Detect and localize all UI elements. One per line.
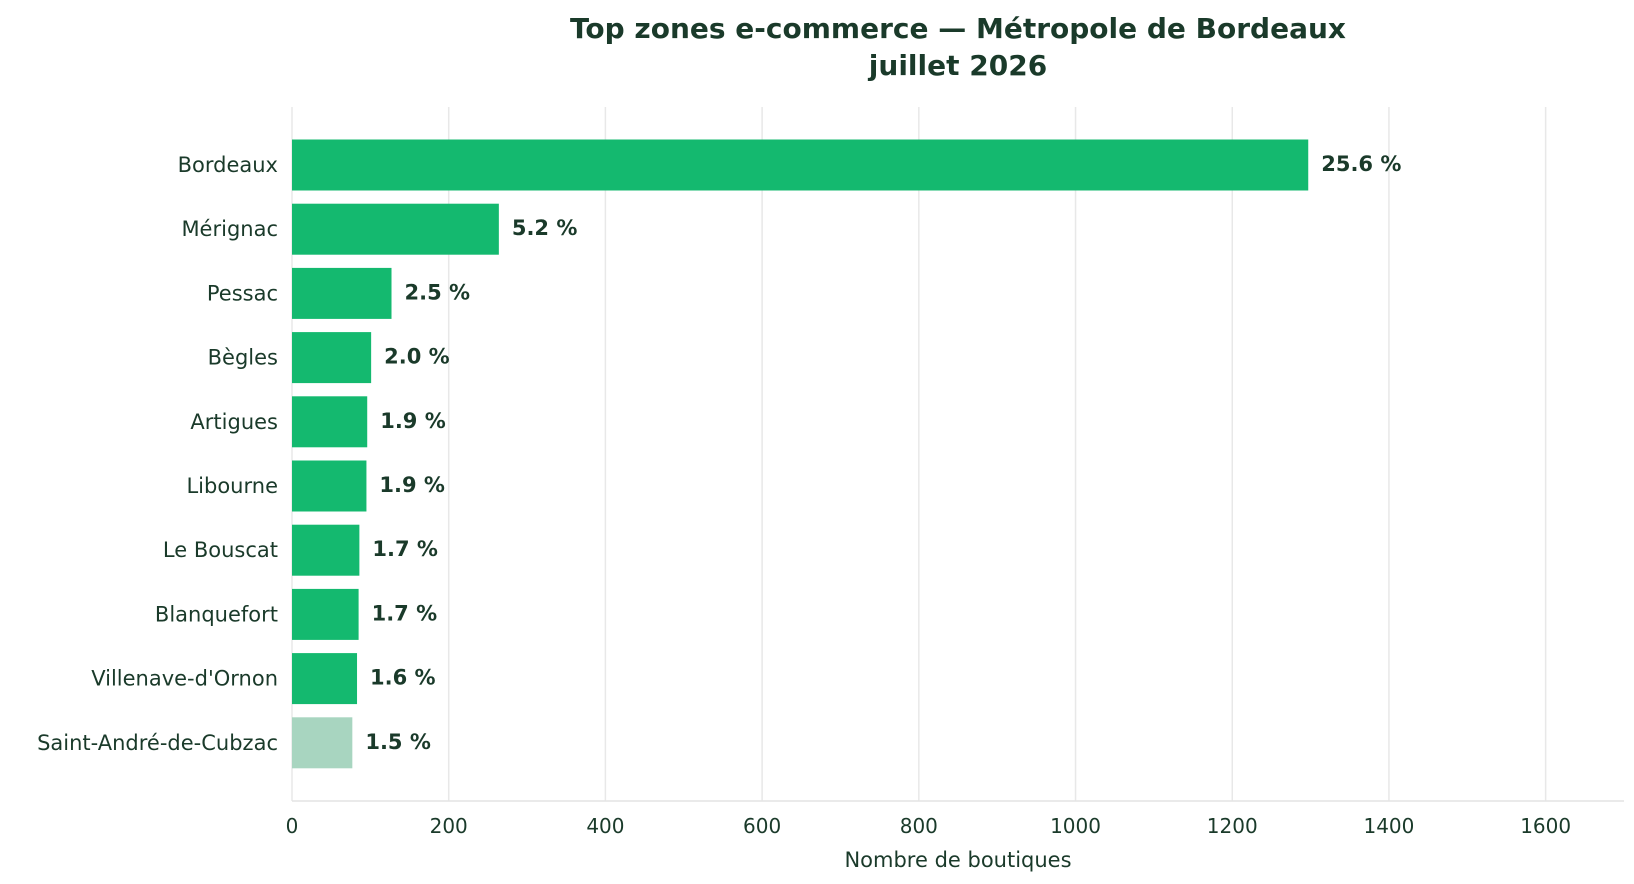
category-label-7: Blanquefort	[155, 602, 278, 626]
bars	[292, 139, 1309, 769]
bar-6	[292, 524, 360, 576]
category-label-3: Bègles	[208, 346, 278, 370]
chart-subtitle: juillet 2026	[868, 49, 1047, 82]
value-label-4: 1.9 %	[380, 409, 446, 433]
bar-4	[292, 396, 368, 448]
bar-9	[292, 717, 353, 769]
value-label-8: 1.6 %	[370, 666, 436, 690]
bar-2	[292, 267, 392, 319]
x-axis-label: Nombre de boutiques	[844, 848, 1071, 872]
x-tick-label-1600: 1600	[1520, 814, 1571, 838]
x-tick-label-0: 0	[286, 814, 299, 838]
value-label-7: 1.7 %	[372, 601, 438, 625]
x-tick-label-1200: 1200	[1207, 814, 1258, 838]
value-label-1: 5.2 %	[512, 216, 578, 240]
value-label-0: 25.6 %	[1321, 152, 1401, 176]
value-labels: 25.6 % 5.2 % 2.5 % 2.0 % 1.9 % 1.9 % 1.7 % 1.7 …	[365, 152, 1401, 754]
category-labels: Bordeaux Mérignac Pessac Bègles Artigues Libo…	[37, 153, 278, 755]
category-label-0: Bordeaux	[178, 153, 278, 177]
category-label-6: Le Bouscat	[163, 538, 278, 562]
x-tick-labels: 0 200 400 600 800 1000 1200 1400 1600	[286, 814, 1571, 838]
bar-5	[292, 460, 367, 512]
category-label-4: Artigues	[190, 410, 278, 434]
value-label-9: 1.5 %	[365, 730, 431, 754]
x-tick-label-400: 400	[586, 814, 624, 838]
category-label-8: Villenave-d'Ornon	[91, 667, 278, 691]
x-tick-label-1000: 1000	[1050, 814, 1101, 838]
x-tick-label-1400: 1400	[1363, 814, 1414, 838]
bar-8	[292, 653, 358, 705]
x-tick-label-200: 200	[430, 814, 468, 838]
category-label-2: Pessac	[207, 281, 278, 305]
value-label-5: 1.9 %	[379, 473, 445, 497]
value-label-3: 2.0 %	[384, 345, 450, 369]
value-label-2: 2.5 %	[405, 280, 471, 304]
category-label-1: Mérignac	[181, 217, 278, 241]
chart-title: Top zones e-commerce — Métropole de Bord…	[570, 12, 1346, 45]
bar-0	[292, 139, 1309, 191]
bar-7	[292, 588, 359, 640]
x-tick-label-600: 600	[743, 814, 781, 838]
x-tick-label-800: 800	[900, 814, 938, 838]
bar-3	[292, 332, 372, 384]
category-label-9: Saint-André-de-Cubzac	[37, 731, 278, 755]
value-label-6: 1.7 %	[372, 537, 438, 561]
category-label-5: Libourne	[186, 474, 278, 498]
bar-1	[292, 203, 499, 255]
